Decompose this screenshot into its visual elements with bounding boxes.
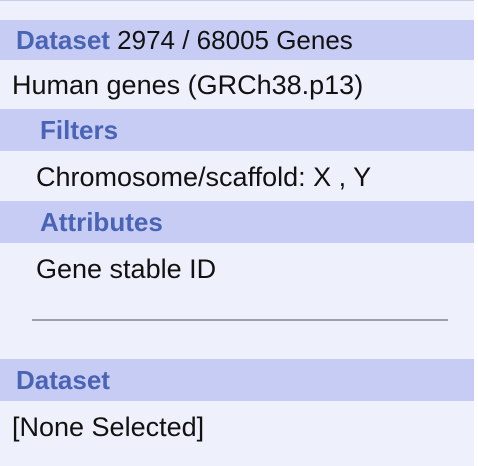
section-divider — [32, 319, 448, 321]
attribute-gene-stable-id[interactable]: Gene stable ID — [36, 254, 217, 284]
dataset-gene-count: 2974 / 68005 Genes — [117, 25, 353, 55]
dataset-header-label: Dataset — [16, 25, 110, 55]
second-dataset-header[interactable]: Dataset — [0, 359, 474, 401]
dataset-name[interactable]: Human genes (GRCh38.p13) — [12, 70, 364, 100]
attributes-header[interactable]: Attributes — [0, 201, 474, 243]
filters-header[interactable]: Filters — [0, 109, 474, 151]
filter-chromosome[interactable]: Chromosome/scaffold: X , Y — [36, 162, 372, 192]
second-dataset-selection[interactable]: [None Selected] — [12, 412, 205, 442]
dataset-header[interactable]: Dataset 2974 / 68005 Genes — [0, 20, 474, 60]
